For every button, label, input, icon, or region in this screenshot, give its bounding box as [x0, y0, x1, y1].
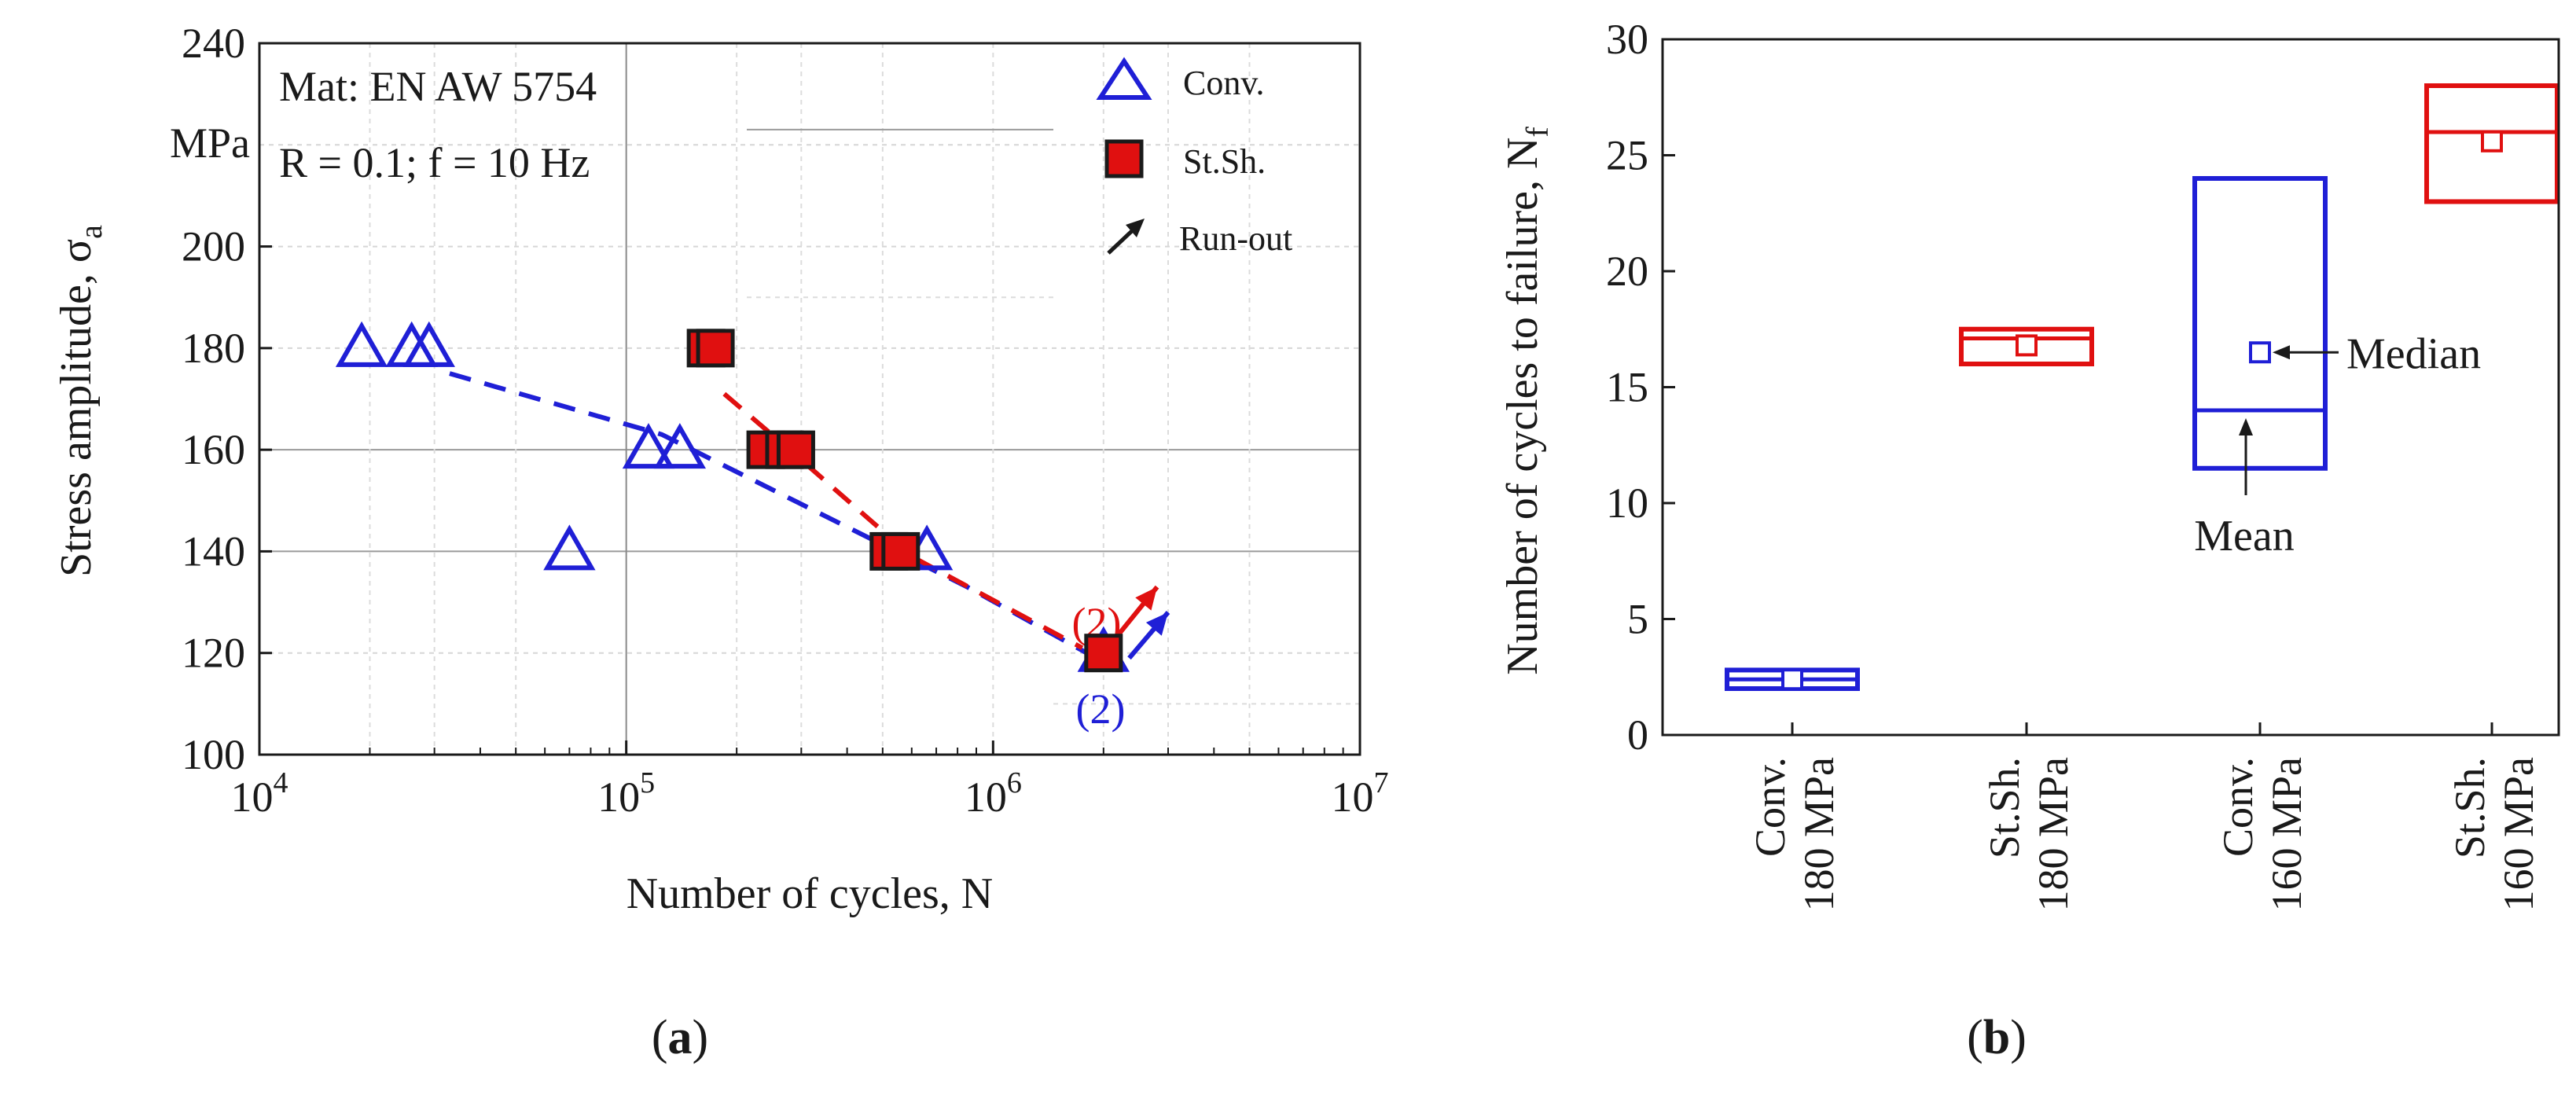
- panel-b-annotations: Median Mean: [2194, 329, 2481, 560]
- box-marker-3: [2481, 130, 2503, 152]
- y-tick-label: 180: [182, 325, 245, 372]
- panel-a-x-axis-label: Number of cycles, N: [627, 869, 994, 918]
- y-tick-label: 5: [1627, 596, 1648, 643]
- y-tick-label: 120: [182, 630, 245, 677]
- data-point-conv: [402, 321, 455, 367]
- box-marker-1: [2016, 334, 2038, 357]
- category-label-line1: St.Sh.: [2446, 757, 2493, 858]
- data-point-conv: [335, 321, 388, 367]
- panel-a-y-axis-label: Stress amplitude, σa: [52, 225, 108, 577]
- y-tick-label: 10: [1606, 480, 1648, 527]
- category-label-line2: 180 MPa: [1795, 757, 1843, 912]
- y-tick-label: 100: [182, 731, 245, 778]
- legend-symbol-stsh: [1104, 139, 1144, 178]
- y-tick-label: 160: [182, 426, 245, 473]
- y-tick-label: 0: [1627, 711, 1648, 759]
- y-tick-label: 15: [1606, 364, 1648, 411]
- annotation-median: Median: [2346, 329, 2481, 378]
- panel-b-y-axis-label: Number of cycles to failure, Nf: [1498, 127, 1555, 675]
- panel-a-frame: [258, 42, 1361, 756]
- panel-a-label: (a): [652, 1011, 708, 1064]
- data-point-conv: [653, 423, 707, 469]
- mean-pointer-head: [2239, 418, 2253, 435]
- runout-arrow-head-conv: [1145, 612, 1168, 636]
- trend-line-stsh: [722, 391, 1084, 650]
- category-label-line2: 160 MPa: [2495, 757, 2542, 912]
- panel-b-boxes: [1725, 83, 2559, 692]
- median-pointer-head: [2273, 345, 2290, 360]
- legend-symbol-runout-head: [1126, 219, 1145, 237]
- category-label-line2: 160 MPa: [2263, 757, 2310, 912]
- data-point-conv: [622, 423, 675, 469]
- x-tick-label: 107: [1332, 766, 1389, 821]
- y-tick-label: 140: [182, 527, 245, 575]
- legend-label-conv: Conv.: [1183, 64, 1265, 102]
- y-tick-label: 30: [1606, 16, 1648, 63]
- category-label-line1: Conv.: [2214, 757, 2262, 857]
- panel-a-annotation-conditions: R = 0.1; f = 10 Hz: [279, 139, 590, 186]
- y-tick-label: 25: [1606, 132, 1648, 179]
- legend-label-runout: Run-out: [1179, 219, 1292, 258]
- category-label-line1: St.Sh.: [1981, 757, 2028, 858]
- data-point-stsh: [776, 430, 815, 469]
- category-label-line1: Conv.: [1747, 757, 1794, 857]
- panel-a-ticks: 100 120 140 160 180 200 240 104 105 106 107: [182, 20, 1389, 821]
- x-tick-label: 106: [965, 766, 1022, 821]
- panel-a-trend-lines: [449, 371, 1088, 656]
- data-point-stsh: [1084, 634, 1123, 673]
- y-tick-label: 240: [182, 20, 245, 67]
- runout-arrow-head-stsh: [1135, 586, 1158, 611]
- runout-count-label-conv: (2): [1076, 685, 1126, 733]
- box-2: [2192, 176, 2328, 471]
- panel-a-plot-area: [259, 43, 1360, 755]
- y-tick-label: 200: [182, 223, 245, 270]
- panel-a-data-points: [335, 321, 1130, 673]
- panel-a-legend-symbols: [1096, 57, 1152, 255]
- panel-a-legend: Conv. St.Sh. Run-out: [1096, 57, 1292, 258]
- box-1: [1959, 326, 2094, 366]
- y-tick-label: 20: [1606, 248, 1648, 295]
- data-point-stsh: [881, 531, 921, 571]
- legend-label-stsh: St.Sh.: [1183, 142, 1266, 181]
- panel-a-y-unit-label: MPa: [170, 119, 250, 167]
- category-label-line2: 180 MPa: [2030, 757, 2077, 912]
- box-marker-0: [1781, 668, 1803, 691]
- legend-symbol-runout-shaft: [1107, 226, 1137, 255]
- panel-b-label: (b): [1967, 1011, 2027, 1064]
- data-point-stsh: [696, 329, 735, 368]
- x-tick-label: 104: [231, 766, 288, 821]
- box-3: [2424, 83, 2559, 204]
- panel-a-annotation-material: Mat: EN AW 5754: [279, 63, 597, 110]
- data-point-conv: [543, 524, 596, 571]
- legend-symbol-conv: [1096, 57, 1152, 100]
- box-marker-2: [2249, 341, 2271, 364]
- panel-b-category-labels: Conv. 180 MPa St.Sh. 180 MPa Conv. 160 MPa St.…: [1747, 757, 2542, 912]
- panel-b-ticks: 0 5 10 15 20 25 30: [1606, 16, 2493, 759]
- annotation-mean: Mean: [2194, 512, 2295, 560]
- x-tick-label: 105: [597, 766, 655, 821]
